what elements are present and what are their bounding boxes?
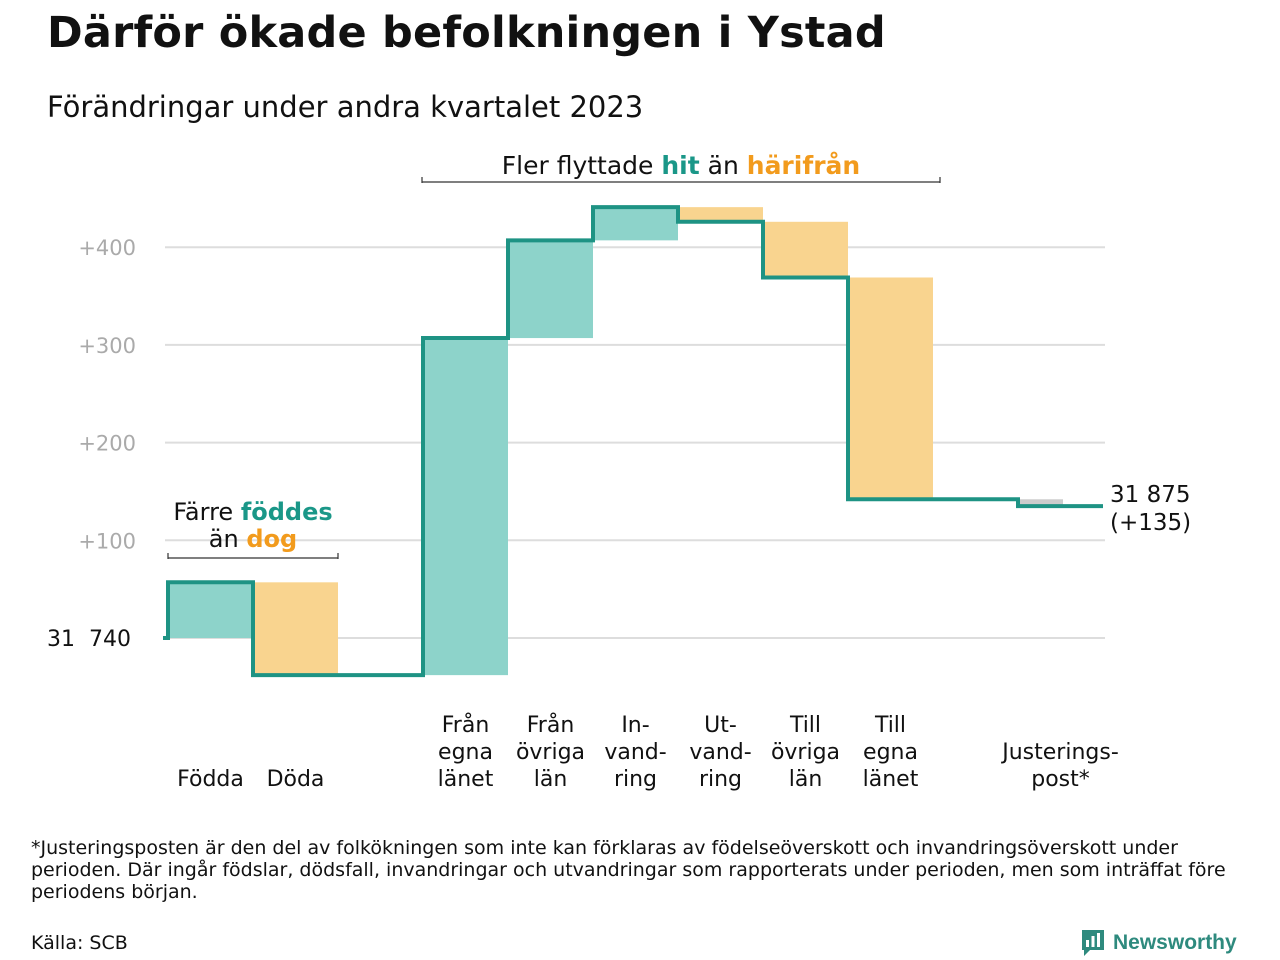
category-label-line: länet	[863, 767, 919, 792]
brand-name: Newsworthy	[1113, 931, 1237, 954]
y-tick-label: +300	[78, 334, 136, 358]
brand-logo: Newsworthy	[1080, 928, 1237, 958]
waterfall-chart: +100 +200 +300 +400 31 740 31 875(+135) Födda D…	[47, 151, 1191, 792]
bar-decrease	[253, 582, 338, 676]
category-label: Födda	[177, 767, 244, 792]
annotation-highlight-teal: föddes	[241, 498, 333, 526]
end-value-label: 31 875(+135)	[1110, 482, 1191, 536]
annotation-text: Färre	[173, 498, 241, 526]
category-label-line: Födda	[177, 767, 244, 792]
category-label-line: län	[534, 767, 568, 792]
category-label: Ut-vand-ring	[689, 713, 751, 792]
category-label-line: län	[789, 767, 823, 792]
migration-bracket	[421, 177, 941, 183]
category-label-line: övriga	[516, 740, 585, 765]
source-label: Källa: SCB	[31, 932, 128, 954]
category-label-line: Döda	[267, 767, 325, 792]
newsworthy-logo-icon	[1082, 930, 1104, 956]
y-tick-label: +100	[78, 529, 136, 553]
category-label: Döda	[267, 767, 325, 792]
annotation-text: än	[209, 525, 247, 553]
category-label-line: övriga	[771, 740, 840, 765]
end-change-text: (+135)	[1110, 510, 1191, 536]
migration-annotation: Fler flyttade hit än härifrån	[502, 151, 860, 180]
start-value-label: 31 740	[47, 627, 131, 652]
category-label-line: vand-	[689, 740, 751, 765]
category-label-line: Justerings-	[1000, 740, 1119, 765]
footnote: *Justeringsposten är den del av folkökni…	[31, 837, 1226, 903]
category-label-line: ring	[614, 767, 657, 792]
category-label-line: Från	[527, 712, 575, 738]
bar-increase	[168, 582, 253, 638]
annotation-text: än	[700, 151, 747, 180]
chart-subtitle: Förändringar under andra kvartalet 2023	[47, 90, 644, 124]
bar-decrease	[848, 277, 933, 500]
category-label-line: In-	[621, 713, 649, 738]
end-value-text: 31 875	[1110, 482, 1190, 508]
bar-increase	[593, 207, 678, 241]
bar-decrease	[763, 221, 848, 278]
births-annotation-line2: än dog	[209, 525, 297, 553]
category-label-line: länet	[438, 767, 494, 792]
annotation-text: Fler flyttade	[502, 151, 662, 180]
births-annotation-line1: Färre föddes	[173, 498, 332, 526]
category-label-line: egna	[438, 740, 493, 765]
bar-increase	[423, 338, 508, 676]
category-label-line: Till	[789, 713, 821, 738]
cumulative-step-line	[163, 205, 1103, 678]
annotation-highlight-orange: härifrån	[747, 151, 860, 180]
y-tick-label: +400	[78, 236, 136, 260]
category-label-line: Från	[442, 712, 490, 738]
category-label: In-vand-ring	[604, 713, 666, 792]
bar-decrease	[678, 207, 763, 222]
category-label-line: Till	[874, 713, 906, 738]
births-bracket	[167, 553, 339, 559]
bar-adjustment	[1020, 499, 1063, 507]
annotation-highlight-teal: hit	[661, 151, 699, 180]
y-tick-label: +200	[78, 432, 136, 456]
category-label-line: Ut-	[704, 713, 737, 738]
category-label-line: egna	[863, 740, 918, 765]
bar-increase	[508, 240, 593, 339]
annotation-highlight-orange: dog	[246, 525, 297, 553]
category-label: Justerings-post*	[1000, 740, 1119, 792]
category-label-line: ring	[699, 767, 742, 792]
category-label-line: vand-	[604, 740, 666, 765]
category-label-line: post*	[1031, 767, 1090, 792]
chart-title: Därför ökade befolkningen i Ystad	[47, 8, 886, 58]
